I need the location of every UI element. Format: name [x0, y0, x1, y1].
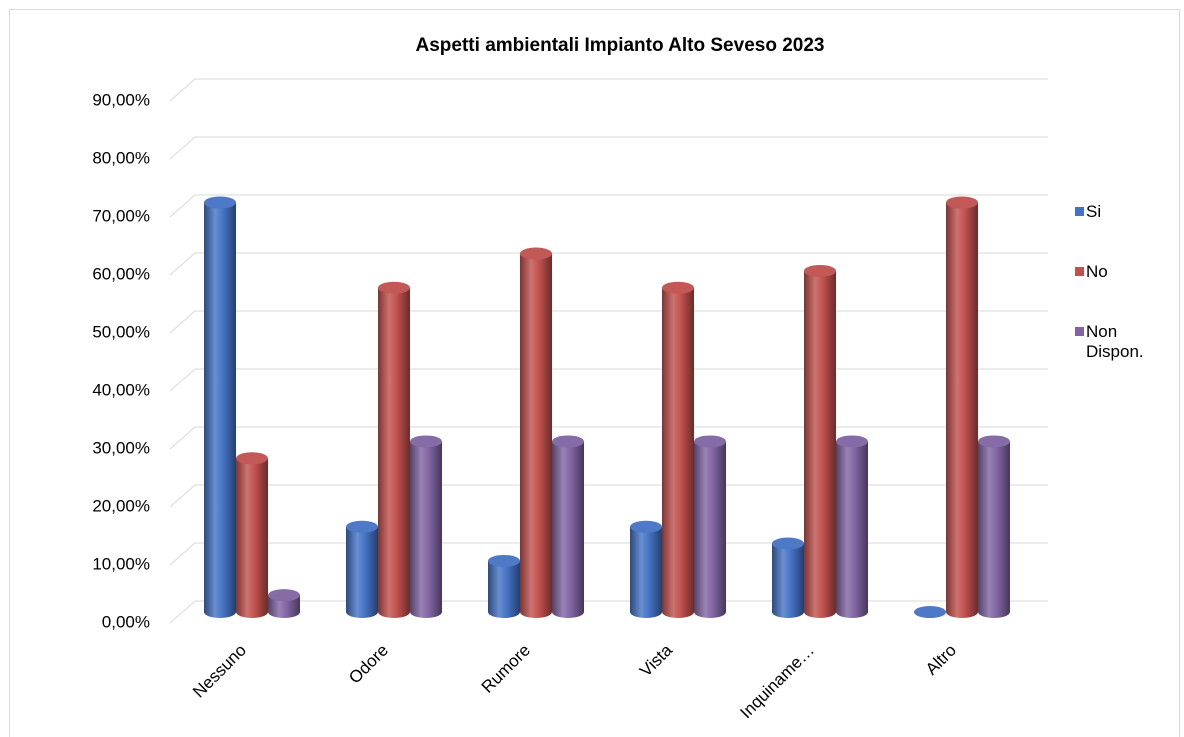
grid-line — [169, 78, 1048, 102]
bar — [978, 435, 1010, 618]
y-tick-label: 40,00% — [92, 380, 150, 399]
legend-swatch — [1075, 207, 1084, 216]
y-tick-label: 30,00% — [92, 438, 150, 457]
grid-line — [169, 542, 1048, 566]
y-tick-label: 60,00% — [92, 264, 150, 283]
legend-label: No — [1086, 262, 1108, 281]
grid-line — [169, 252, 1048, 276]
grid-line — [169, 136, 1048, 160]
bar — [772, 537, 804, 618]
grid-line — [169, 368, 1048, 392]
bar — [410, 435, 442, 618]
y-tick-label: 20,00% — [92, 496, 150, 515]
bar — [804, 264, 836, 618]
bar — [630, 520, 662, 618]
y-tick-label: 50,00% — [92, 322, 150, 341]
bar — [946, 196, 978, 618]
legend-swatch — [1075, 327, 1084, 336]
legend-label: Non Dispon. — [1086, 322, 1144, 361]
bar — [836, 435, 868, 618]
bar — [520, 247, 552, 618]
bar — [662, 281, 694, 618]
chart-border — [9, 9, 1180, 737]
bar — [378, 281, 410, 618]
grid-line — [169, 600, 1048, 624]
bar — [346, 520, 378, 618]
legend-label: Si — [1086, 202, 1102, 221]
y-tick-label: 80,00% — [92, 148, 150, 167]
grid-line — [169, 426, 1048, 450]
bar — [694, 435, 726, 618]
y-tick-label: 10,00% — [92, 554, 150, 573]
chart-title: Aspetti ambientali Impianto Alto Seveso … — [416, 35, 825, 56]
bar — [204, 196, 236, 618]
grid-line — [169, 310, 1048, 334]
grid-line — [169, 484, 1048, 508]
y-tick-label: 90,00% — [92, 90, 150, 109]
y-tick-label: 0,00% — [102, 612, 150, 631]
bar — [236, 452, 268, 618]
y-tick-label: 70,00% — [92, 206, 150, 225]
bar — [914, 606, 946, 618]
grid-line — [169, 194, 1048, 218]
legend-swatch — [1075, 267, 1084, 276]
bar — [552, 435, 584, 618]
bar — [268, 589, 300, 618]
bar — [488, 554, 520, 618]
